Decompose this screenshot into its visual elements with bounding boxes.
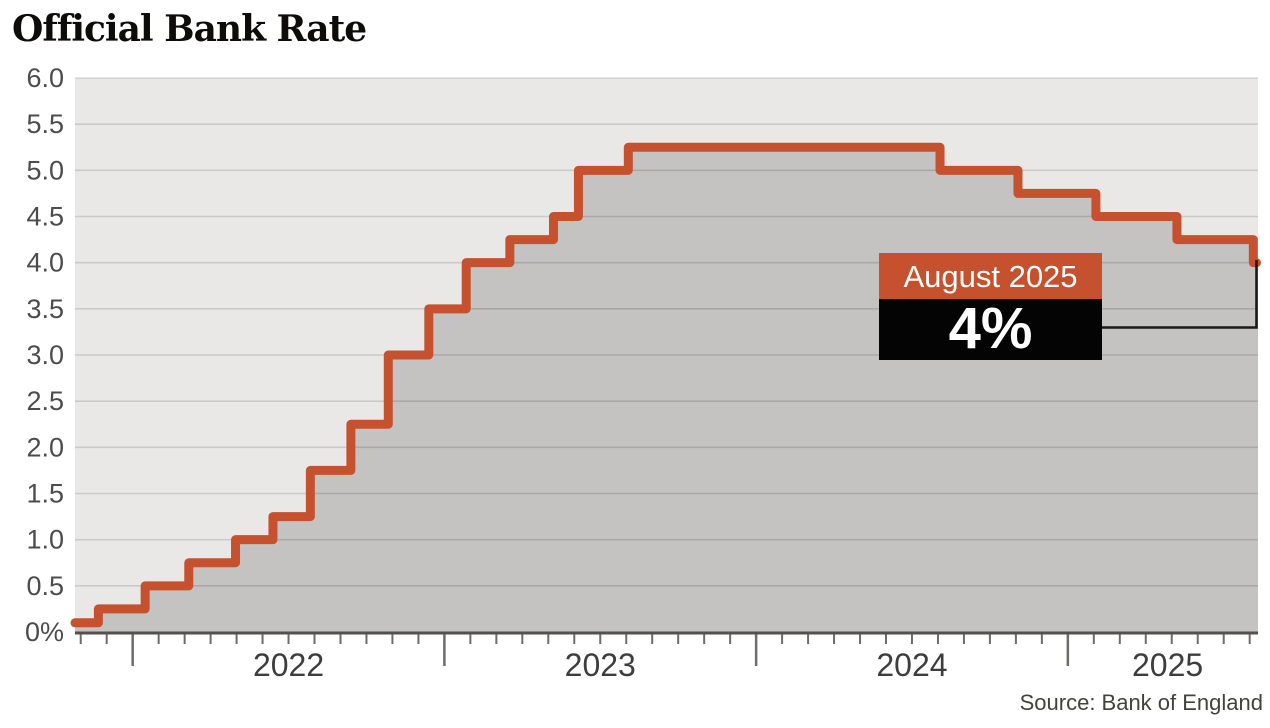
y-axis-label: 1.0 bbox=[26, 525, 64, 555]
y-axis-label: 4.0 bbox=[26, 248, 64, 278]
y-axis-label: 2.0 bbox=[26, 432, 64, 462]
y-axis-label: 4.5 bbox=[26, 202, 64, 232]
y-axis-label: 0% bbox=[25, 617, 64, 647]
annotation-date-label: August 2025 bbox=[879, 253, 1102, 299]
y-axis-label: 2.5 bbox=[26, 386, 64, 416]
y-axis-label: 5.0 bbox=[26, 155, 64, 185]
y-axis-label: 6.0 bbox=[26, 63, 64, 93]
y-axis-label: 3.0 bbox=[26, 340, 64, 370]
x-axis-year-label: 2023 bbox=[565, 647, 636, 683]
y-axis-label: 0.5 bbox=[26, 571, 64, 601]
y-axis-label: 1.5 bbox=[26, 479, 64, 509]
x-axis-year-label: 2025 bbox=[1132, 647, 1203, 683]
annotation-rate-value: 4% bbox=[879, 299, 1102, 360]
y-axis-label: 5.5 bbox=[26, 109, 64, 139]
annotation-connector-line bbox=[1102, 260, 1258, 329]
x-axis-year-label: 2022 bbox=[253, 647, 324, 683]
chart-title: Official Bank Rate bbox=[12, 8, 367, 50]
y-axis-label: 3.5 bbox=[26, 294, 64, 324]
rate-annotation: August 2025 4% bbox=[879, 253, 1102, 360]
bank-rate-step-line bbox=[70, 142, 1261, 628]
source-credit: Source: Bank of England bbox=[1019, 690, 1263, 715]
x-axis-year-label: 2024 bbox=[876, 647, 947, 683]
